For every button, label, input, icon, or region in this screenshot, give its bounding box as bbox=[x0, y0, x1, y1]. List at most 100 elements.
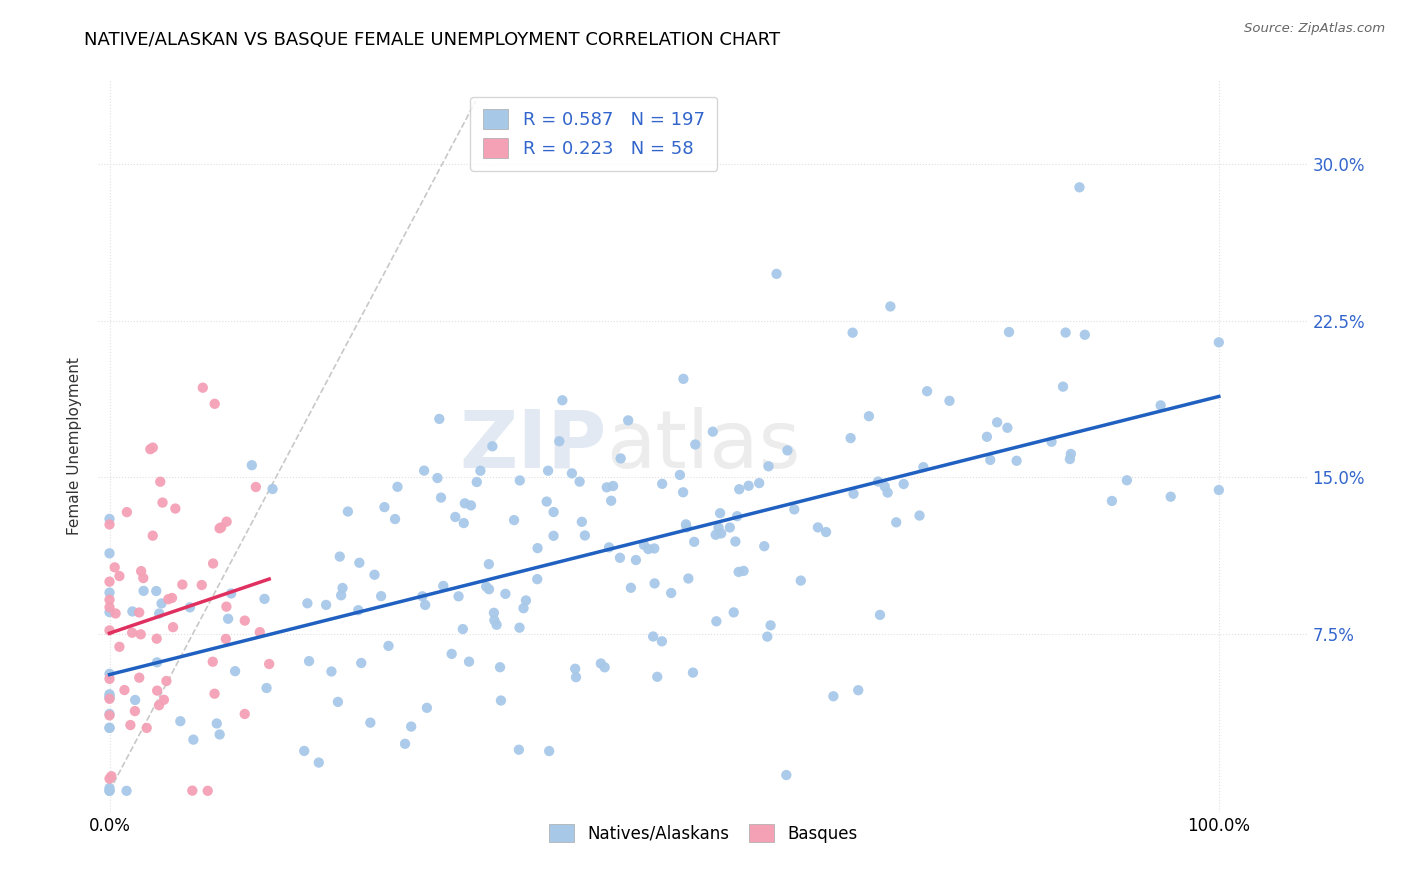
Point bbox=[548, 434, 571, 449]
Point bbox=[413, 464, 436, 478]
Point bbox=[893, 477, 915, 491]
Point bbox=[481, 439, 503, 453]
Point bbox=[115, 505, 138, 519]
Point bbox=[253, 591, 276, 606]
Point bbox=[748, 476, 770, 491]
Point bbox=[98, 605, 121, 619]
Point bbox=[160, 591, 183, 605]
Point bbox=[807, 520, 830, 534]
Point bbox=[413, 598, 436, 612]
Point bbox=[737, 479, 759, 493]
Point bbox=[215, 632, 238, 646]
Point bbox=[108, 569, 131, 583]
Point bbox=[754, 539, 776, 553]
Point bbox=[204, 397, 226, 411]
Point bbox=[536, 494, 558, 508]
Point bbox=[1150, 398, 1173, 412]
Point bbox=[142, 441, 165, 455]
Point bbox=[725, 509, 748, 524]
Point bbox=[460, 499, 482, 513]
Point bbox=[624, 553, 647, 567]
Point bbox=[135, 721, 157, 735]
Point bbox=[727, 565, 749, 579]
Point bbox=[146, 656, 169, 670]
Point bbox=[1115, 473, 1137, 487]
Point bbox=[384, 512, 406, 526]
Point bbox=[503, 513, 526, 527]
Point bbox=[240, 458, 263, 473]
Point bbox=[602, 479, 624, 493]
Point bbox=[868, 475, 890, 489]
Point bbox=[321, 665, 343, 679]
Point bbox=[330, 588, 353, 602]
Point bbox=[1069, 180, 1091, 194]
Point bbox=[142, 529, 165, 543]
Point bbox=[706, 615, 728, 629]
Point bbox=[98, 689, 121, 703]
Point bbox=[709, 506, 731, 520]
Point bbox=[224, 664, 246, 678]
Point bbox=[908, 508, 931, 523]
Point bbox=[1060, 447, 1083, 461]
Point bbox=[873, 479, 896, 493]
Point bbox=[120, 718, 142, 732]
Point bbox=[129, 564, 152, 578]
Point bbox=[155, 673, 177, 688]
Point bbox=[1208, 335, 1230, 350]
Point bbox=[98, 691, 121, 706]
Point bbox=[427, 412, 450, 426]
Point bbox=[839, 431, 862, 445]
Point bbox=[98, 546, 121, 560]
Point bbox=[526, 572, 548, 586]
Point bbox=[790, 574, 813, 588]
Point bbox=[326, 695, 349, 709]
Point bbox=[181, 783, 204, 797]
Point bbox=[979, 453, 1001, 467]
Point bbox=[108, 640, 131, 654]
Text: atlas: atlas bbox=[606, 407, 800, 485]
Text: NATIVE/ALASKAN VS BASQUE FEMALE UNEMPLOYMENT CORRELATION CHART: NATIVE/ALASKAN VS BASQUE FEMALE UNEMPLOY… bbox=[84, 31, 780, 49]
Point bbox=[1059, 452, 1081, 467]
Point bbox=[543, 529, 565, 543]
Point bbox=[208, 727, 231, 741]
Point bbox=[129, 627, 152, 641]
Legend: Natives/Alaskans, Basques: Natives/Alaskans, Basques bbox=[540, 816, 866, 851]
Point bbox=[675, 517, 697, 532]
Point bbox=[675, 520, 697, 534]
Point bbox=[257, 657, 280, 671]
Point bbox=[1101, 494, 1123, 508]
Point bbox=[98, 721, 121, 735]
Point bbox=[349, 556, 371, 570]
Point bbox=[651, 634, 673, 648]
Point bbox=[157, 592, 180, 607]
Point bbox=[370, 589, 392, 603]
Point bbox=[458, 655, 481, 669]
Point bbox=[454, 496, 477, 510]
Point bbox=[98, 585, 121, 599]
Point bbox=[145, 584, 167, 599]
Point bbox=[758, 459, 780, 474]
Point bbox=[841, 326, 863, 340]
Point bbox=[620, 581, 643, 595]
Point bbox=[659, 586, 682, 600]
Point bbox=[336, 504, 359, 518]
Point bbox=[208, 521, 231, 535]
Point bbox=[685, 437, 707, 451]
Point bbox=[98, 687, 121, 701]
Text: ZIP: ZIP bbox=[458, 407, 606, 485]
Point bbox=[598, 541, 620, 555]
Point bbox=[121, 625, 143, 640]
Point bbox=[823, 690, 845, 704]
Point bbox=[215, 599, 238, 614]
Point bbox=[724, 534, 747, 549]
Point bbox=[776, 443, 799, 458]
Point bbox=[447, 590, 470, 604]
Point bbox=[508, 742, 530, 756]
Point bbox=[1160, 490, 1182, 504]
Point bbox=[128, 671, 150, 685]
Point bbox=[609, 550, 631, 565]
Point bbox=[1054, 326, 1077, 340]
Point bbox=[710, 526, 733, 541]
Point bbox=[568, 475, 591, 489]
Point bbox=[121, 604, 143, 618]
